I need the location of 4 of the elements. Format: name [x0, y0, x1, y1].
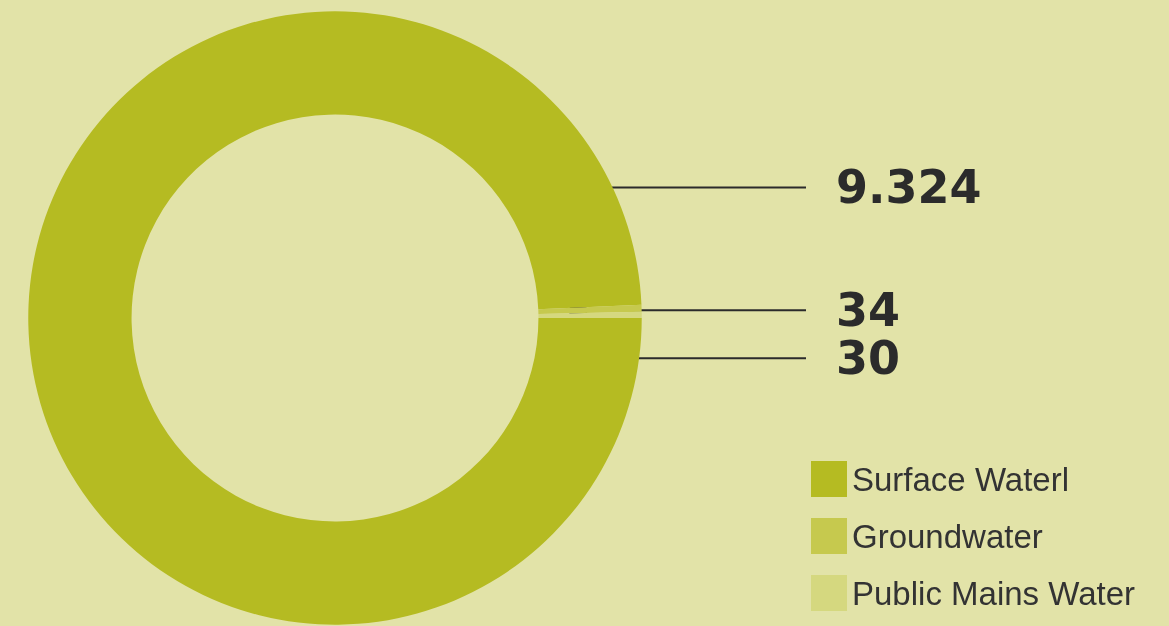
legend-label: Groundwater — [852, 517, 1043, 555]
data-label: 9.324 — [836, 160, 982, 215]
legend-label: Public Mains Water — [852, 574, 1136, 612]
legend-label: Surface Waterl — [852, 460, 1070, 498]
